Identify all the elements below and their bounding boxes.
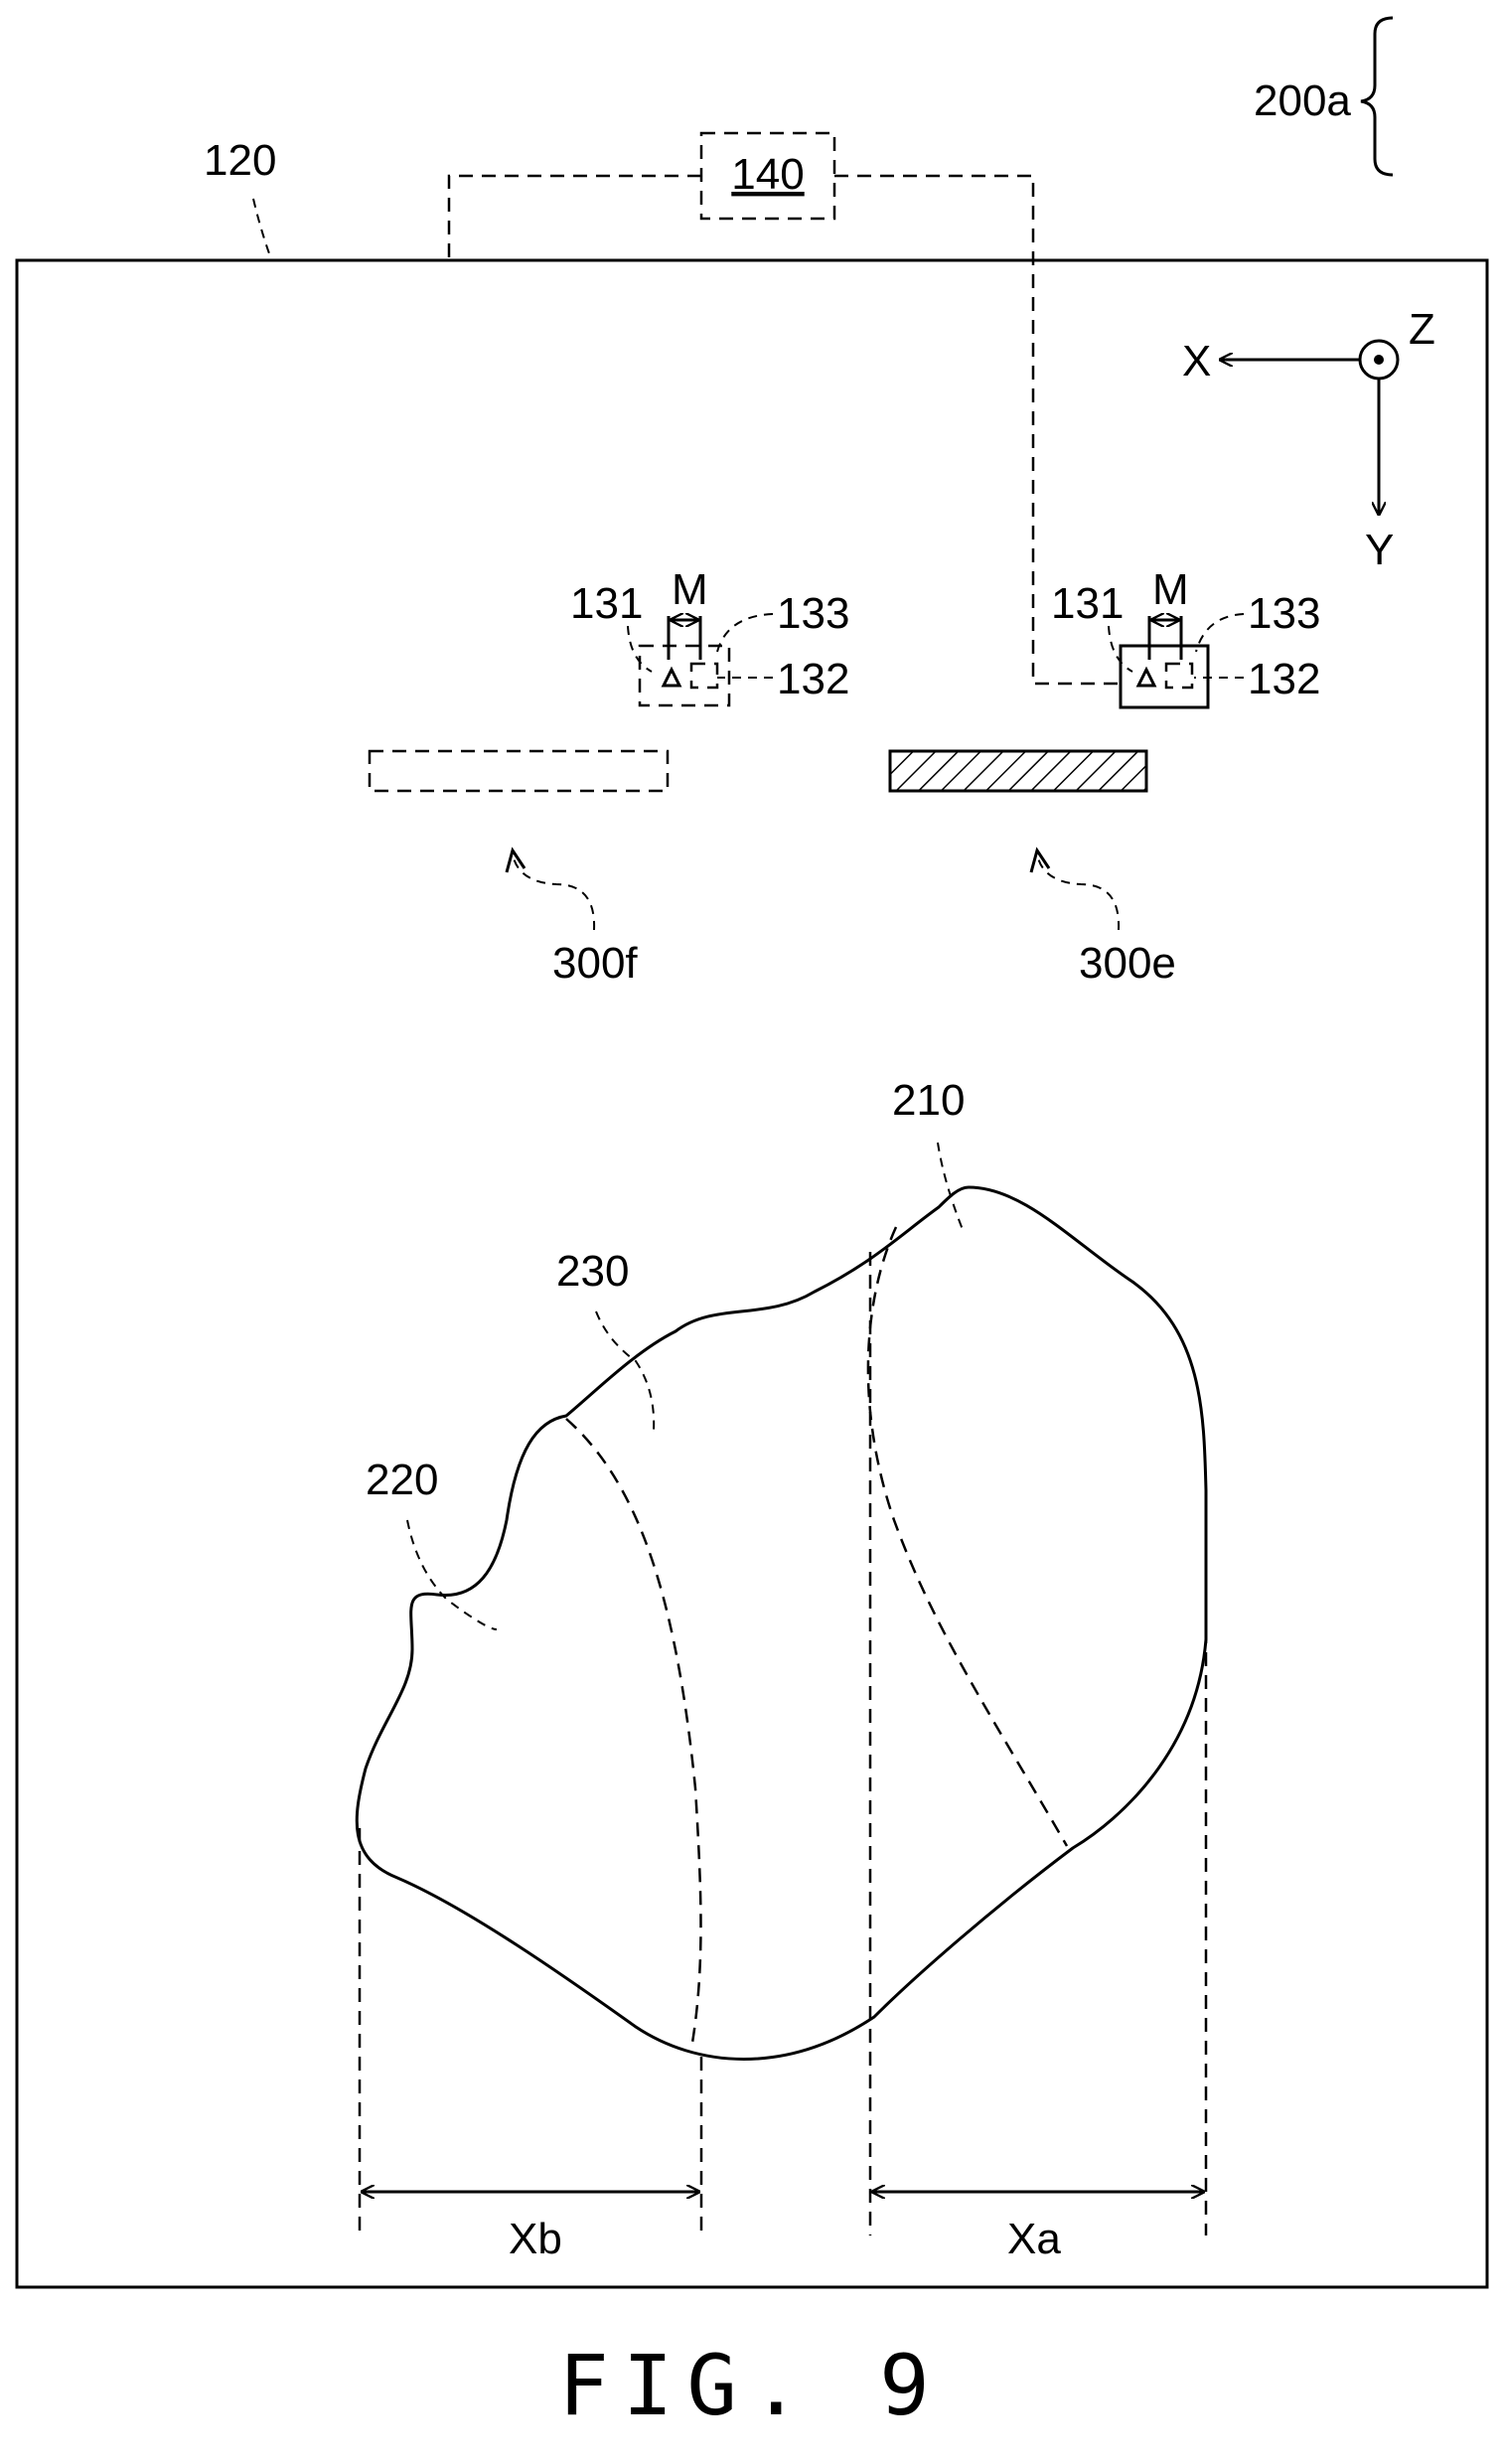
boundary-230-220 (566, 1419, 701, 2049)
source-300e-label: 300e (1079, 939, 1176, 988)
sensor-left-leader-133 (717, 614, 773, 652)
region-220-label: 220 (366, 1456, 438, 1504)
sensor-left-triangle (664, 670, 679, 686)
sensor-left-label-131: 131 (570, 579, 643, 628)
x-axis-label: X (1182, 337, 1211, 385)
region-230-leader (596, 1311, 654, 1431)
sensor-right-m-label: M (1152, 565, 1189, 614)
panel-frame (17, 260, 1487, 2287)
sensor-right-triangle (1138, 670, 1154, 686)
source-300e-bar (890, 751, 1146, 791)
source-300f-leader (513, 854, 594, 930)
z-axis-label: Z (1409, 305, 1435, 354)
object-outline (357, 1187, 1206, 2060)
boundary-210-230 (868, 1227, 1067, 1846)
z-axis-dot (1374, 355, 1384, 365)
y-axis-label: Y (1365, 526, 1394, 574)
region-230-label: 230 (556, 1247, 629, 1296)
region-210-leader (938, 1143, 964, 1232)
sensor-right-label-131: 131 (1051, 579, 1124, 628)
sensor-left-label-132: 132 (777, 655, 849, 703)
sensor-right-label-132: 132 (1248, 655, 1320, 703)
sensor-left-box (640, 646, 729, 705)
sensor-left-element-132 (691, 664, 717, 688)
controller-label: 140 (731, 150, 804, 199)
sensor-right-label-133: 133 (1248, 589, 1320, 638)
region-210-label: 210 (892, 1076, 965, 1125)
panel-leader (253, 199, 270, 256)
group-brace (1361, 18, 1393, 175)
source-300f-bar (370, 751, 668, 791)
sensor-left-m-label: M (672, 565, 708, 614)
panel-label: 120 (204, 136, 276, 185)
sensor-right-element-132 (1166, 664, 1192, 688)
region-220-leader (407, 1520, 497, 1629)
source-300f-label: 300f (552, 939, 638, 988)
dimension-xb-label: Xb (509, 2215, 562, 2263)
source-300e-leader (1037, 854, 1119, 930)
dimension-xa-label: Xa (1007, 2215, 1061, 2263)
controller-line-left (449, 176, 701, 260)
group-label: 200a (1254, 77, 1351, 125)
figure-caption: FIG. 9 (558, 2337, 943, 2434)
sensor-left-label-133: 133 (777, 589, 849, 638)
